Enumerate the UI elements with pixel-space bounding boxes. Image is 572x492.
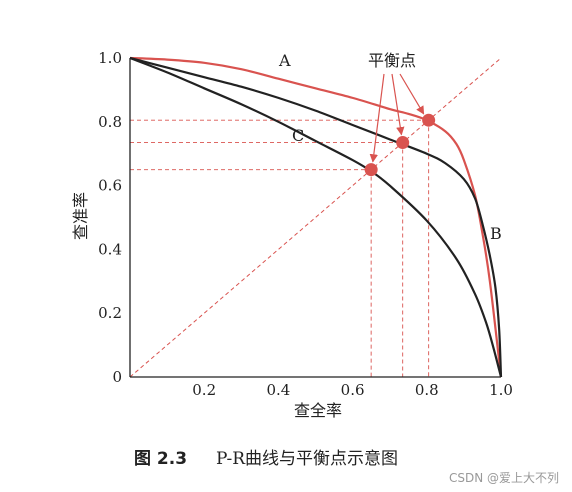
- y-tick-label: 0.6: [98, 177, 122, 195]
- y-tick-label: 0.2: [98, 304, 122, 322]
- break-even-point-c: [364, 163, 378, 177]
- x-tick-label: 0.4: [266, 381, 290, 399]
- diagonal-reference-line: [129, 57, 502, 378]
- annotation-arrows-layer: [369, 73, 425, 163]
- annotation-arrow-0: [369, 73, 385, 163]
- break-even-point-a: [422, 113, 436, 127]
- series-line-b: [129, 56, 503, 378]
- y-tick-label: 0: [112, 368, 122, 386]
- curve-label-c: C: [292, 126, 304, 145]
- y-tick-label: 0.4: [98, 240, 122, 258]
- annotation-arrow-2: [399, 73, 425, 115]
- break-even-point-b: [396, 136, 410, 150]
- x-tick-label: 0.8: [415, 381, 439, 399]
- break-even-points-layer: [364, 113, 436, 177]
- x-axis-title: 查全率: [294, 401, 342, 420]
- x-tick-label: 1.0: [489, 381, 513, 399]
- y-tick-label: 0.8: [98, 113, 122, 131]
- curve-label-b: B: [490, 224, 502, 243]
- break-even-label: 平衡点: [368, 51, 416, 70]
- watermark: CSDN @爱上大不列: [449, 471, 559, 485]
- x-tick-label: 0.2: [192, 381, 216, 399]
- tick-labels-layer: 0.2 0.4 0.6 0.8 1.0 0 0.2 0.4 0.6 0.8 1.0: [98, 49, 513, 399]
- curve-label-a: A: [278, 51, 291, 70]
- caption-prefix: 图 2.3: [134, 449, 187, 469]
- x-tick-label: 0.6: [341, 381, 365, 399]
- caption-text: P-R曲线与平衡点示意图: [216, 449, 398, 469]
- reference-line-layer: [129, 57, 502, 378]
- guide-lines-layer: [130, 119, 430, 377]
- y-axis-title: 查准率: [71, 192, 90, 240]
- axes-layer: [129, 58, 501, 378]
- annotation-arrow-1: [391, 73, 405, 136]
- y-tick-label: 1.0: [98, 49, 122, 67]
